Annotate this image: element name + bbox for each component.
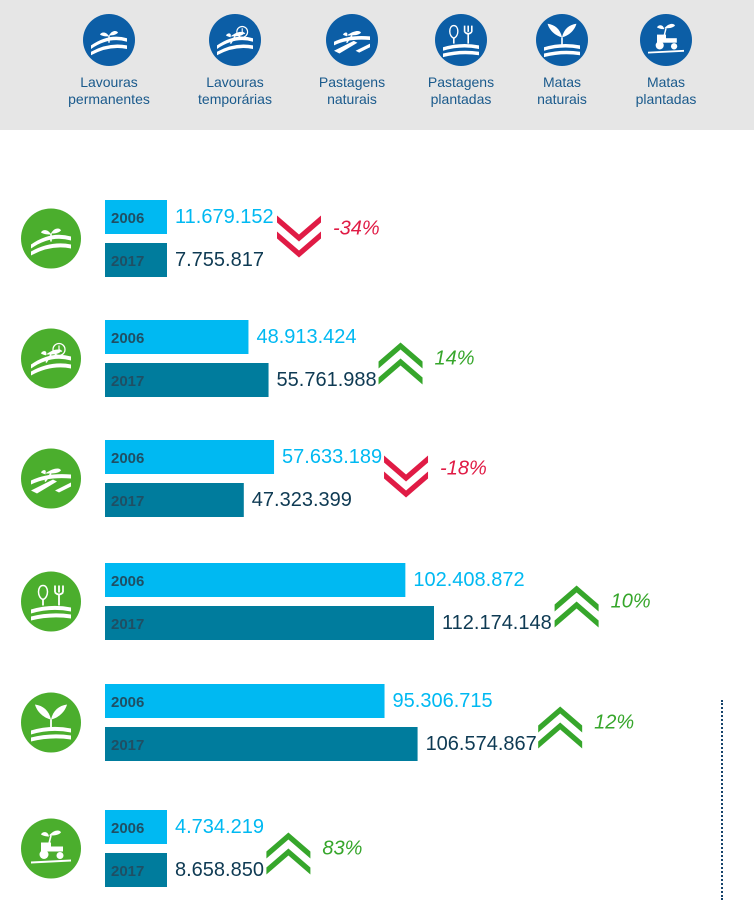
planted-forest-icon <box>21 818 81 879</box>
legend-label: Pastagens naturais <box>292 74 412 108</box>
legend-label: Matas naturais <box>502 74 622 108</box>
bar-year-label: 2017 <box>111 863 144 880</box>
bar-year-label: 2017 <box>111 493 144 510</box>
change-percent-label: 83% <box>322 838 362 860</box>
bar-value-label: 106.574.867 <box>426 733 537 755</box>
bar-year-label: 2017 <box>111 253 144 270</box>
bar-value-label: 8.658.850 <box>175 859 264 881</box>
bar-value-label: 7.755.817 <box>175 249 264 271</box>
bar-2006 <box>105 684 385 718</box>
legend-item: Matas plantadas <box>606 14 726 108</box>
legend-item: Pastagens plantadas <box>401 14 521 108</box>
bar-2017 <box>105 727 418 761</box>
bar-year-label: 2006 <box>111 330 144 347</box>
bar-year-label: 2006 <box>111 450 144 467</box>
change-percent-label: 12% <box>594 712 634 734</box>
bar-value-label: 57.633.189 <box>282 446 382 468</box>
legend-label-line: Pastagens <box>427 74 495 90</box>
bar-year-label: 2017 <box>111 616 144 633</box>
land-use-bar-chart: 2006 11.679.152 2017 7.755.817 -34% 2006 48.91… <box>21 200 651 887</box>
change-percent-label: -18% <box>440 458 487 480</box>
legend-label: Lavouras permanentes <box>49 74 169 108</box>
natural-pasture-icon <box>21 448 81 509</box>
bar-2017 <box>105 853 167 887</box>
bar-year-label: 2006 <box>111 820 144 837</box>
permanent-crops-icon <box>83 14 135 66</box>
bar-2006 <box>105 810 167 844</box>
bar-value-label: 48.913.424 <box>256 326 356 348</box>
legend-label-line: Matas <box>646 74 686 90</box>
natural-pasture-icon <box>326 14 378 66</box>
bar-value-label: 11.679.152 <box>175 206 274 228</box>
legend-label: Matas plantadas <box>606 74 726 108</box>
bar-2006 <box>105 563 406 597</box>
bar-2006 <box>105 200 167 234</box>
legend-label-line: permanentes <box>68 91 150 107</box>
bar-2017 <box>105 363 269 397</box>
change-percent-label: 10% <box>611 591 651 613</box>
planted-forest-icon <box>640 14 692 66</box>
legend-label-line: plantadas <box>430 91 492 107</box>
bar-year-label: 2006 <box>111 573 144 590</box>
legend-item: Lavouras permanentes <box>49 14 169 108</box>
bar-value-label: 112.174.148 <box>442 612 552 634</box>
permanent-crops-icon <box>21 208 81 269</box>
increase-arrow-icon <box>554 585 599 628</box>
legend-item: Pastagens naturais <box>292 14 412 108</box>
natural-forest-icon <box>21 692 81 753</box>
legend-label-line: Lavouras <box>206 74 264 90</box>
dotted-divider <box>721 700 723 900</box>
legend-item: Lavouras temporárias <box>175 14 295 108</box>
change-percent-label: 14% <box>435 348 475 370</box>
bar-2006 <box>105 320 249 354</box>
bar-2017 <box>105 606 434 640</box>
legend-label-line: naturais <box>537 91 587 107</box>
decrease-arrow-icon <box>277 215 321 258</box>
bar-value-label: 95.306.715 <box>393 690 493 712</box>
bar-2017 <box>105 483 244 517</box>
legend-label-line: temporárias <box>198 91 272 107</box>
legend-label-line: plantadas <box>635 91 697 107</box>
bar-2006 <box>105 440 275 474</box>
category-legend: Lavouras permanentes Lavouras temporárias Pa… <box>0 0 754 130</box>
legend-item: Matas naturais <box>502 14 622 108</box>
legend-label-line: naturais <box>327 91 377 107</box>
bar-year-label: 2006 <box>111 694 144 711</box>
natural-forest-icon <box>536 14 588 66</box>
bar-year-label: 2017 <box>111 373 144 390</box>
bar-value-label: 102.408.872 <box>413 569 524 591</box>
bar-value-label: 47.323.399 <box>252 489 352 511</box>
legend-label-line: Pastagens <box>318 74 386 90</box>
increase-arrow-icon <box>538 706 583 749</box>
legend-label-line: Lavouras <box>80 74 138 90</box>
planted-pasture-icon <box>21 571 81 632</box>
planted-pasture-icon <box>435 14 487 66</box>
legend-label: Pastagens plantadas <box>401 74 521 108</box>
bar-2017 <box>105 243 167 277</box>
temporary-crops-icon <box>21 328 81 389</box>
bar-value-label: 55.761.988 <box>277 369 377 391</box>
temporary-crops-icon <box>209 14 261 66</box>
legend-label-line: Matas <box>542 74 582 90</box>
bar-year-label: 2006 <box>111 210 144 227</box>
change-percent-label: -34% <box>333 218 380 240</box>
legend-label: Lavouras temporárias <box>175 74 295 108</box>
increase-arrow-icon <box>266 832 311 875</box>
increase-arrow-icon <box>378 342 423 385</box>
bar-value-label: 4.734.219 <box>175 816 264 838</box>
decrease-arrow-icon <box>384 455 429 498</box>
bar-year-label: 2017 <box>111 737 144 754</box>
